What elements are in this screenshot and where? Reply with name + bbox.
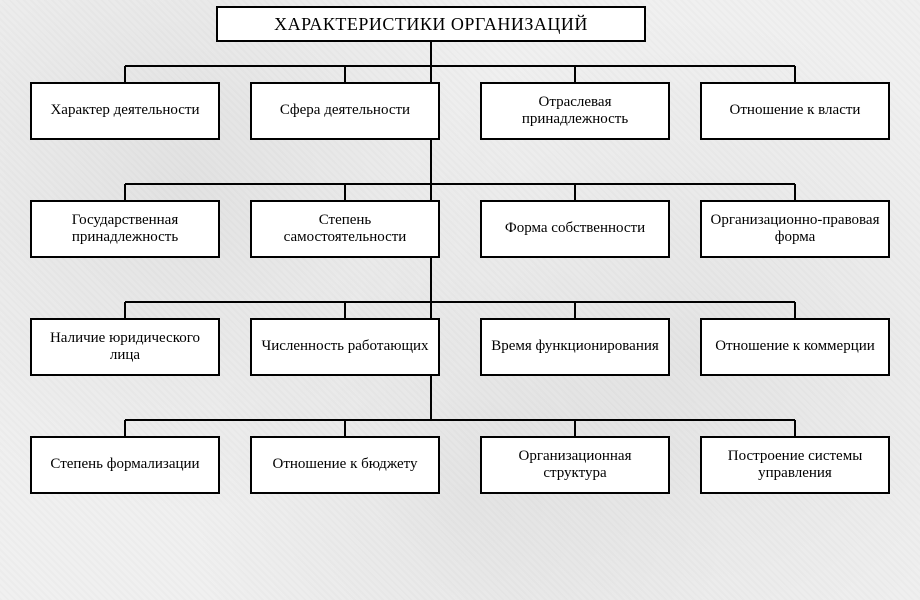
node-r0-c3: Отношение к власти [700, 82, 890, 140]
node-r1-c0: Государственная принадлежность [30, 200, 220, 258]
node-r2-c3: Отношение к коммерции [700, 318, 890, 376]
node-r3-c1: Отношение к бюджету [250, 436, 440, 494]
node-r2-c1: Численность работающих [250, 318, 440, 376]
node-r3-c0: Степень формализации [30, 436, 220, 494]
node-r1-c2: Форма собственности [480, 200, 670, 258]
node-r0-c2: Отраслевая принадлежность [480, 82, 670, 140]
node-r0-c1: Сфера деятельности [250, 82, 440, 140]
node-r2-c2: Время функционирования [480, 318, 670, 376]
node-r1-c3: Организационно-правовая форма [700, 200, 890, 258]
node-r3-c2: Организационная структура [480, 436, 670, 494]
node-r0-c0: Характер деятельности [30, 82, 220, 140]
org-characteristics-diagram: ХАРАКТЕРИСТИКИ ОРГАНИЗАЦИЙ Характер деят… [0, 0, 920, 600]
node-r3-c3: Построение системы управления [700, 436, 890, 494]
node-r1-c1: Степень самостоятельности [250, 200, 440, 258]
root-node: ХАРАКТЕРИСТИКИ ОРГАНИЗАЦИЙ [216, 6, 646, 42]
node-r2-c0: Наличие юридического лица [30, 318, 220, 376]
